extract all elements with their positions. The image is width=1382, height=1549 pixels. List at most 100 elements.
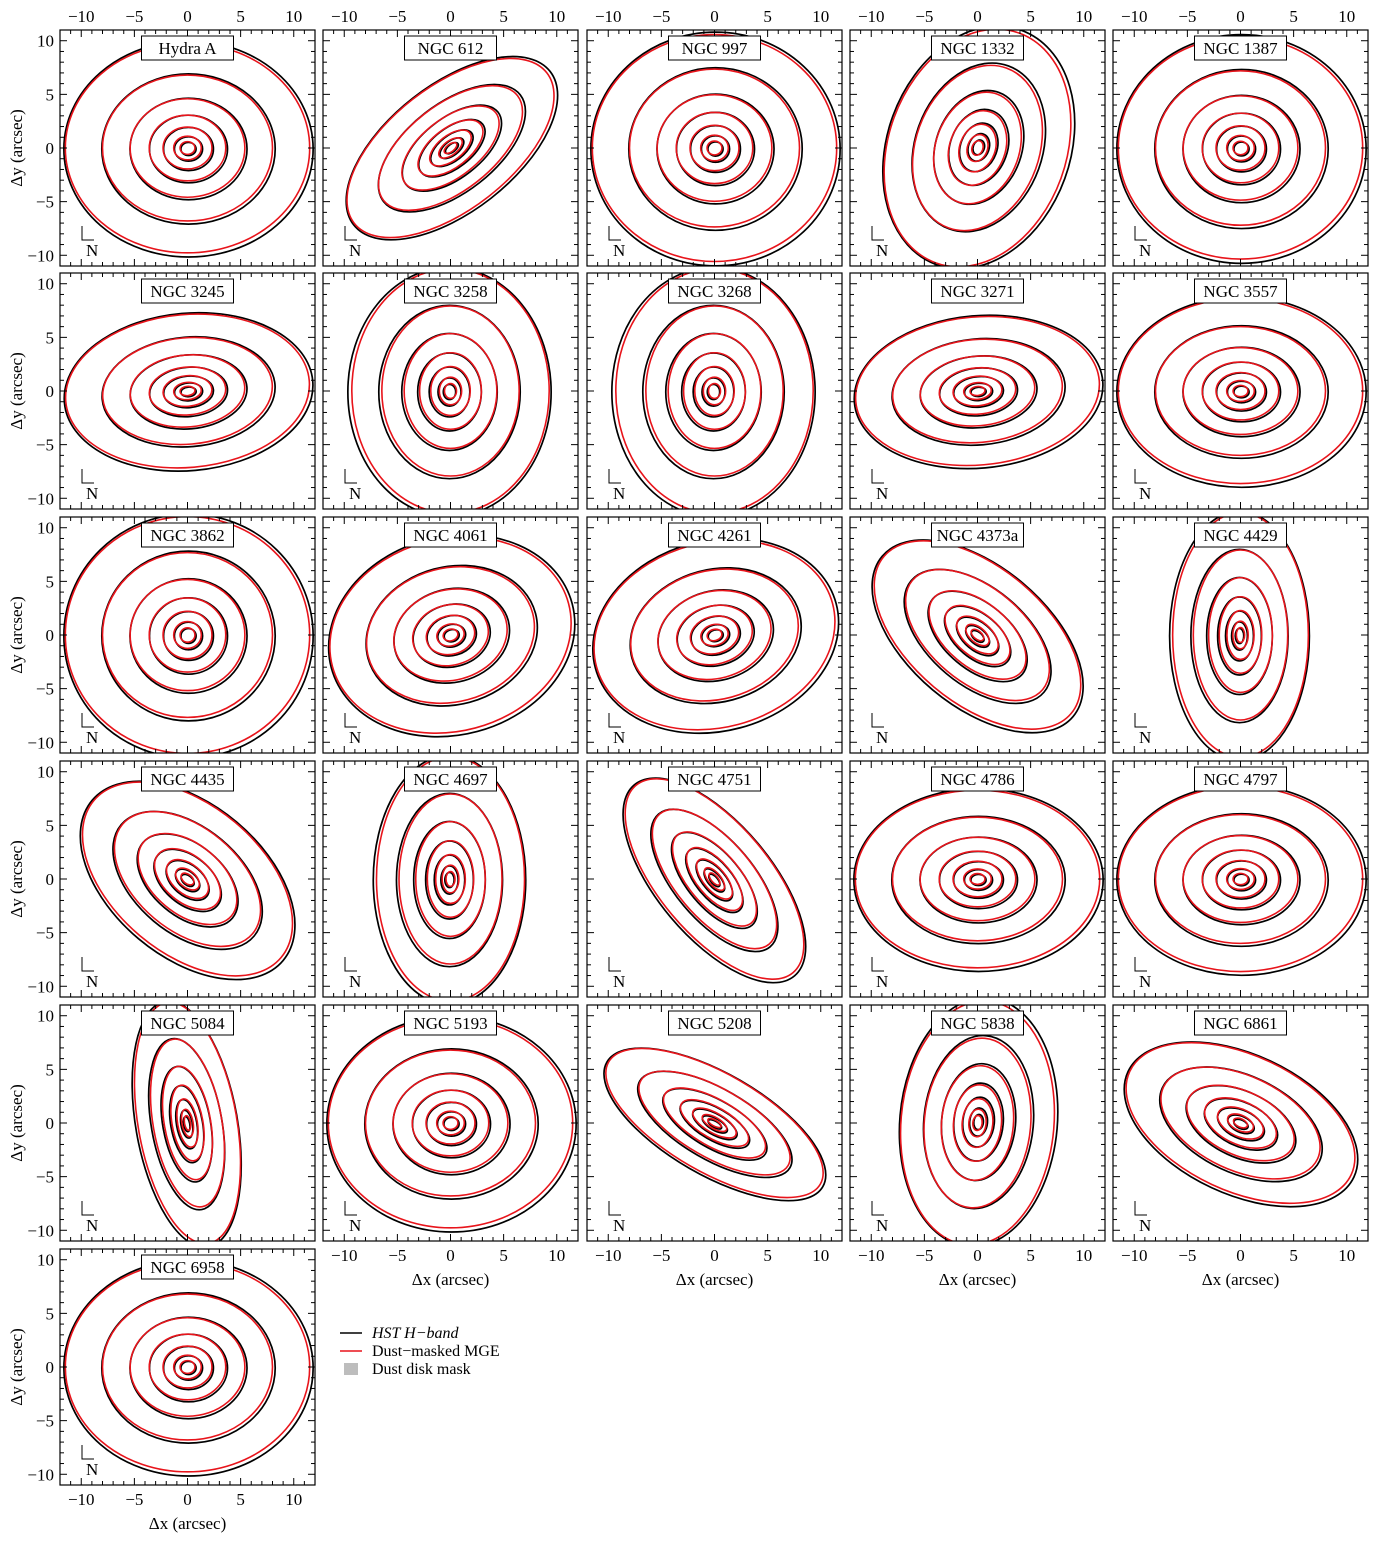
- compass-n-label: N: [86, 1460, 98, 1479]
- data-contour: [153, 848, 223, 913]
- x-tick-label: −10: [68, 1490, 95, 1509]
- model-contour: [401, 105, 500, 191]
- x-tick-label: 10: [548, 1246, 565, 1265]
- panel-label-box: [1194, 35, 1287, 61]
- x-tick-label-top: 0: [446, 7, 455, 26]
- compass-arrow: [608, 226, 621, 241]
- tick-marks: [850, 273, 1105, 509]
- y-tick-label: 0: [46, 1114, 55, 1133]
- legend-mask-label: Dust disk mask: [372, 1361, 471, 1378]
- data-contour: [112, 810, 264, 951]
- model-contour: [689, 615, 740, 655]
- compass-arrow: [1134, 1201, 1147, 1216]
- panel: NGC 3268 N: [586, 272, 843, 510]
- data-contour: [1168, 517, 1311, 753]
- panel-label-box: [931, 278, 1024, 304]
- model-contour: [1232, 872, 1249, 886]
- compass-icon: N: [608, 469, 625, 503]
- panel-contours: [326, 1015, 577, 1233]
- model-contour: [938, 850, 1017, 908]
- y-tick-label: −5: [36, 680, 54, 699]
- panel-label-box: [1194, 1010, 1287, 1036]
- compass-arrow: [81, 1201, 94, 1216]
- panel-frame: [849, 272, 1106, 510]
- panel-frame: [849, 760, 1106, 998]
- panel-contours: [327, 533, 576, 738]
- compass-n-label: N: [86, 484, 98, 503]
- y-tick-label: −5: [36, 1168, 54, 1187]
- model-contour: [129, 578, 246, 692]
- model-contour: [438, 376, 463, 406]
- model-contour: [919, 836, 1036, 922]
- x-tick-label-top: 0: [183, 7, 192, 26]
- panel-contours: [1123, 1041, 1359, 1208]
- compass-icon: N: [81, 957, 98, 991]
- model-contour: [418, 351, 483, 431]
- panel-contours: [871, 539, 1084, 734]
- model-contour: [962, 381, 993, 401]
- panel: NGC 4261 N: [586, 516, 843, 754]
- panel-label-box: [141, 278, 234, 304]
- tick-marks: [587, 1005, 842, 1241]
- x-tick-label-top: 0: [1236, 7, 1245, 26]
- model-contour: [443, 382, 458, 400]
- compass-arrow: [608, 957, 621, 972]
- data-contour: [417, 118, 486, 178]
- data-contour: [927, 590, 1029, 683]
- model-contour: [679, 1098, 750, 1148]
- compass-n-label: N: [876, 241, 888, 260]
- compass-n-label: N: [876, 728, 888, 747]
- panel: NGC 4435 N −10 −5 0 5 10 Δy (arcsec): [7, 760, 316, 998]
- data-contour: [967, 132, 991, 162]
- model-contour: [403, 332, 498, 450]
- panel-label-box: [931, 766, 1024, 792]
- panel: NGC 4786 N: [849, 760, 1106, 998]
- model-contour: [645, 305, 784, 477]
- tick-marks: [587, 30, 842, 266]
- compass-n-label: N: [876, 1216, 888, 1235]
- model-contour: [952, 860, 1003, 898]
- panel-label-box: [668, 1010, 761, 1036]
- panel-label-box: [668, 278, 761, 304]
- x-tick-label-top: −5: [1178, 7, 1196, 26]
- panel: NGC 1332 N −10 −5 0 5 10: [849, 7, 1106, 267]
- model-contour: [364, 1049, 537, 1197]
- panel: NGC 4697 N: [322, 760, 579, 998]
- model-contour: [1192, 549, 1289, 721]
- panel-frame: [849, 1004, 1106, 1242]
- compass-n-label: N: [86, 241, 98, 260]
- y-tick-label: −10: [27, 733, 54, 752]
- panel-label-box: [141, 522, 234, 548]
- x-tick-label-top: 0: [710, 7, 719, 26]
- panel-contours: [131, 1005, 243, 1241]
- panel-label-box: [1194, 766, 1287, 792]
- y-tick-label: 5: [46, 816, 55, 835]
- model-contour: [393, 588, 508, 682]
- model-contour: [605, 1047, 824, 1199]
- model-contour: [1185, 1084, 1296, 1162]
- x-tick-label-top: 10: [1075, 7, 1092, 26]
- compass-icon: N: [81, 1201, 98, 1235]
- model-contour: [961, 1097, 994, 1149]
- model-contour: [966, 133, 989, 163]
- compass-arrow: [871, 1201, 884, 1216]
- model-contour: [1215, 124, 1266, 172]
- panel: NGC 4429 N: [1112, 516, 1369, 754]
- panel-contours: [603, 1047, 827, 1202]
- panel: NGC 4751 N: [586, 760, 843, 998]
- compass-n-label: N: [349, 972, 361, 991]
- model-contour: [162, 1345, 213, 1389]
- compass-arrow: [344, 226, 357, 241]
- panel-label-box: [931, 35, 1024, 61]
- model-contour: [1201, 361, 1280, 421]
- model-contour: [435, 1110, 466, 1136]
- model-contour: [179, 1359, 196, 1375]
- tick-marks: [850, 517, 1105, 753]
- model-contour: [956, 615, 999, 655]
- model-contour: [947, 110, 1008, 186]
- y-tick-label: −5: [36, 436, 54, 455]
- y-tick-label: 10: [37, 32, 54, 51]
- model-contour: [436, 623, 465, 647]
- panel-frame: [1112, 1004, 1369, 1242]
- compass-arrow: [344, 1201, 357, 1216]
